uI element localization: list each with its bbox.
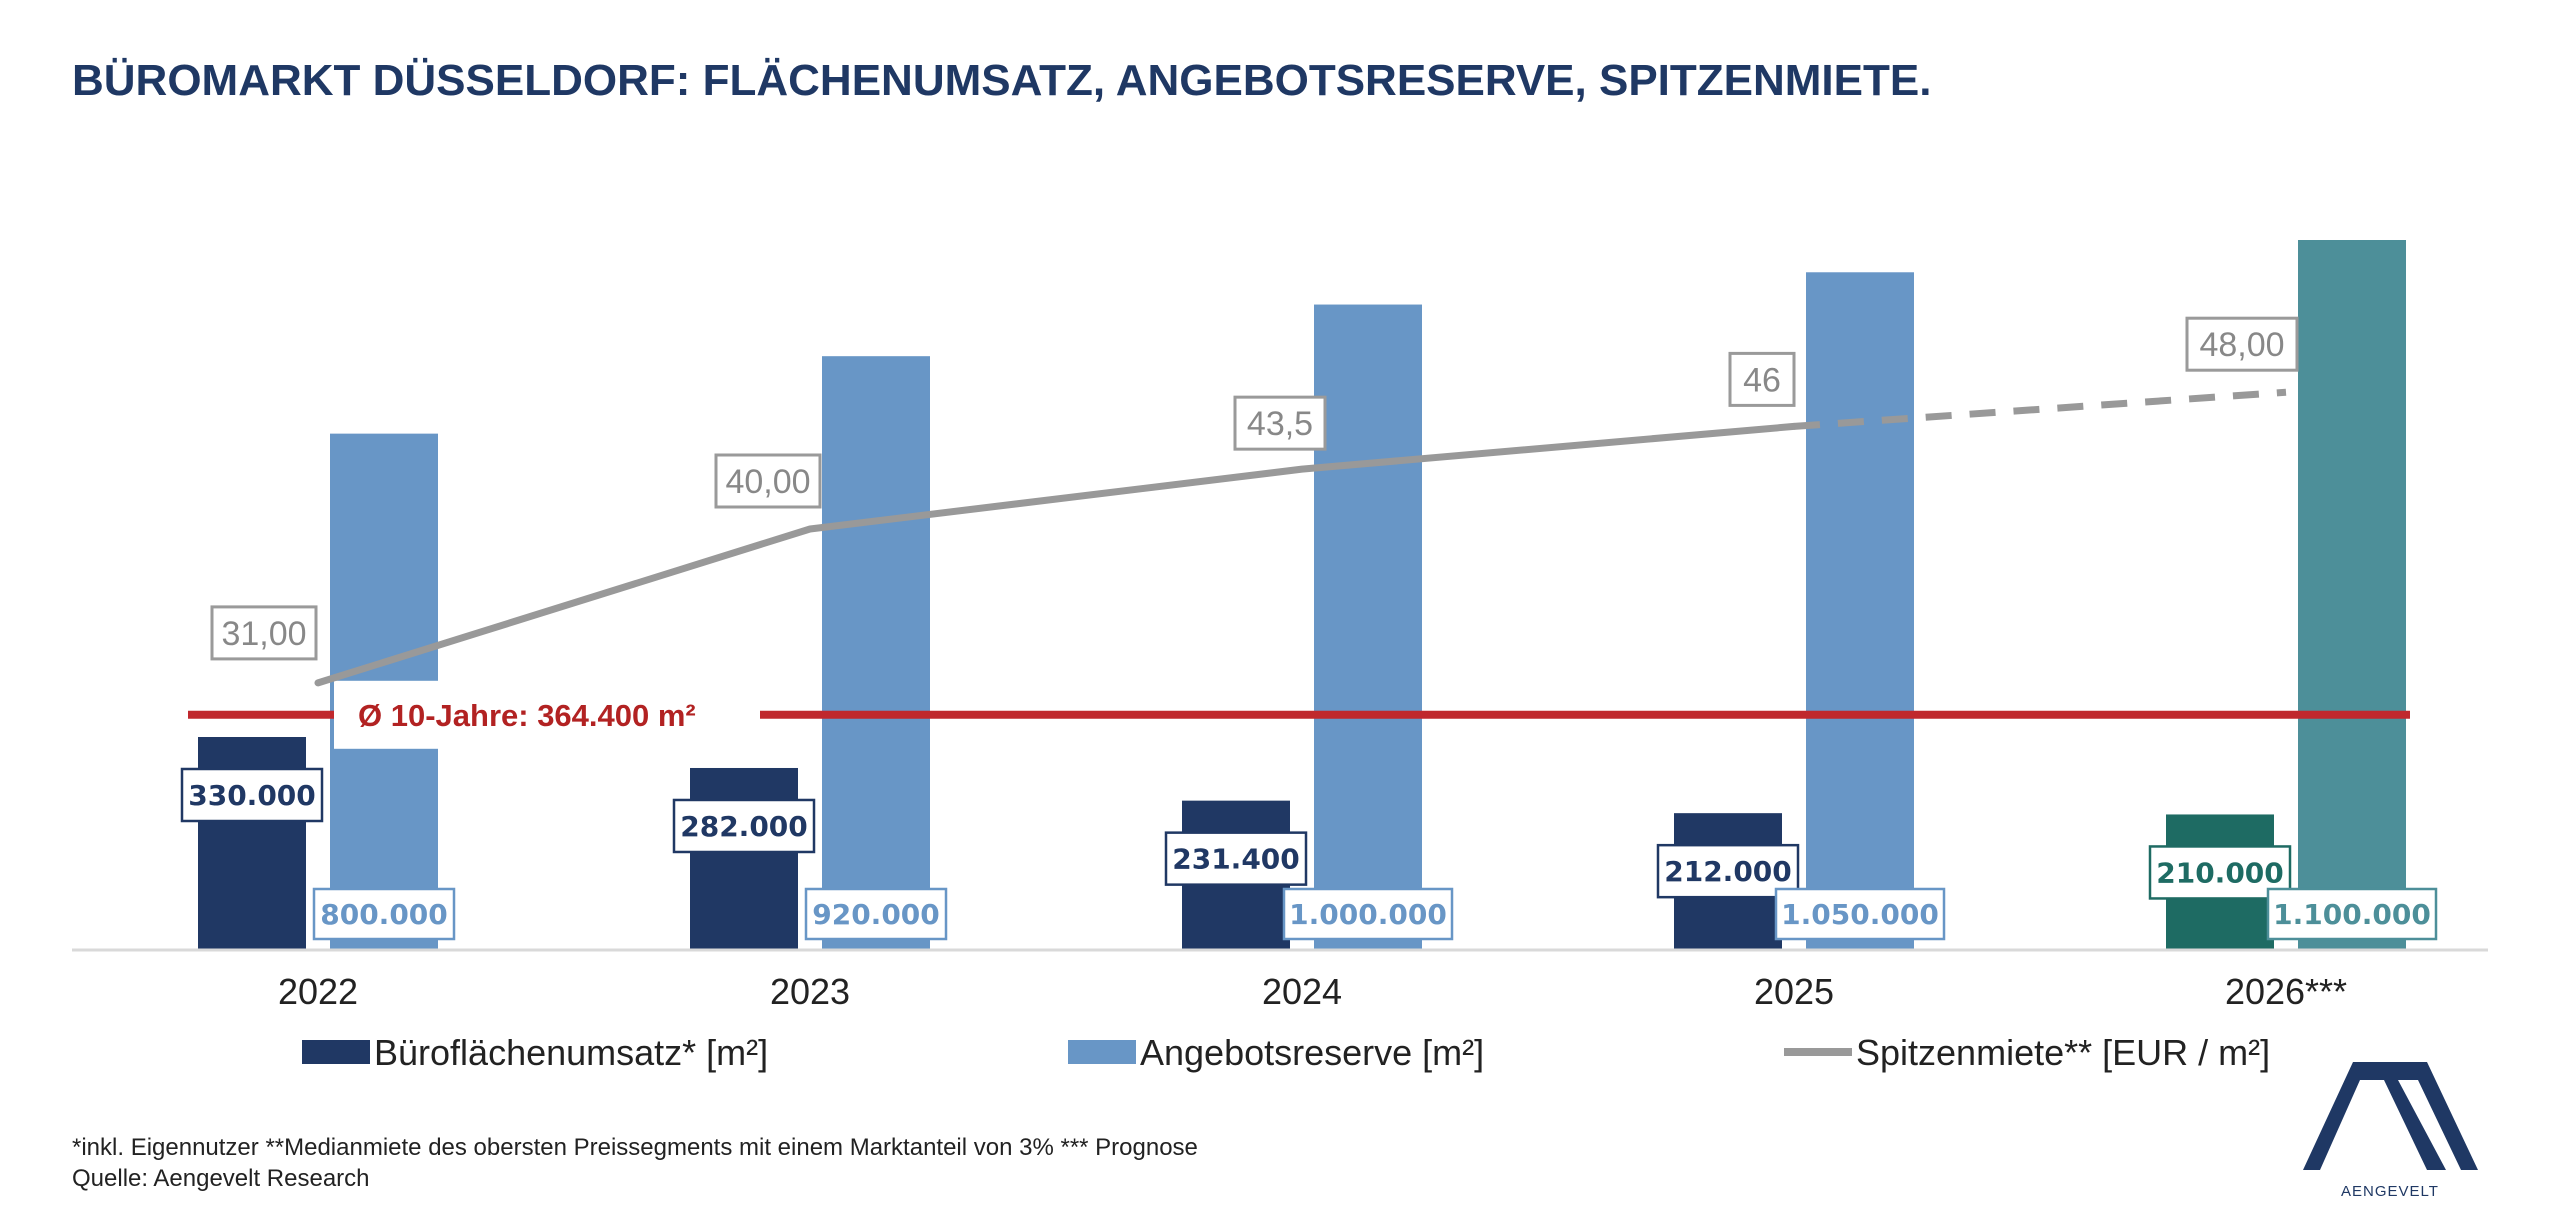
legend-label-rent: Spitzenmiete** [EUR / m²]	[1856, 1032, 2270, 1073]
rent-label-box	[1233, 395, 1327, 451]
umsatz-label-box	[672, 798, 816, 854]
reserve-label-box	[804, 887, 948, 941]
rent-line-group: 31,00 40,00 43,5 46 48,00	[210, 316, 2299, 687]
bar-angebotsreserve	[1806, 272, 1914, 951]
umsatz-value-label: 282.000	[680, 810, 808, 843]
x-tick-label: 2026***	[2225, 971, 2347, 1012]
footnote-line-1: *inkl. Eigennutzer **Medianmiete des obe…	[72, 1134, 1198, 1161]
reserve-label-box	[1774, 887, 1946, 941]
bar-angebotsreserve	[1314, 304, 1422, 951]
value-labels-group: 330.000 800.000 282.000 920.000 231.400 1.000…	[180, 767, 2438, 941]
chart-title: BÜROMARKT DÜSSELDORF: FLÄCHENUMSATZ, ANG…	[72, 56, 1931, 105]
reserve-value-label: 1.050.000	[1781, 898, 1939, 931]
rent-label-box	[210, 605, 318, 661]
umsatz-value-label: 330.000	[188, 779, 316, 812]
reserve-label-box	[2266, 887, 2438, 941]
bar-angebotsreserve	[822, 356, 930, 950]
rent-label-box	[714, 453, 822, 509]
x-tick-label: 2024	[1262, 971, 1342, 1012]
bar-angebotsreserve	[2298, 240, 2406, 950]
x-tick-labels-group: 2022 2023 2024 2025 2026***	[278, 971, 2347, 1012]
average-reference-label: Ø 10-Jahre: 364.400 m²	[358, 698, 696, 733]
umsatz-value-label: 231.400	[1172, 843, 1300, 876]
average-label-box	[334, 680, 760, 749]
logo-mark	[2303, 1062, 2478, 1170]
rent-value-label: 43,5	[1247, 405, 1313, 443]
bar-umsatz	[690, 767, 798, 950]
reference-line-group: Ø 10-Jahre: 364.400 m²	[188, 680, 2410, 749]
rent-line-solid	[314, 422, 1798, 687]
aengevelt-logo: AENGEVELT	[2303, 1062, 2478, 1200]
legend: Büroflächenumsatz* [m²] Angebotsreserve […	[302, 1032, 2270, 1073]
legend-label-reserve: Angebotsreserve [m²]	[1140, 1032, 1484, 1073]
umsatz-label-box	[1656, 843, 1800, 899]
rent-value-label: 40,00	[725, 463, 810, 501]
reserve-value-label: 1.100.000	[2273, 898, 2431, 931]
legend-label-umsatz: Büroflächenumsatz* [m²]	[374, 1032, 768, 1073]
umsatz-label-box	[1164, 831, 1308, 886]
x-tick-label: 2023	[770, 971, 850, 1012]
umsatz-value-label: 210.000	[2156, 856, 2284, 889]
reserve-value-label: 1.000.000	[1289, 898, 1447, 931]
rent-value-label: 46	[1743, 361, 1781, 399]
rent-value-label: 31,00	[221, 615, 306, 653]
legend-swatch-reserve	[1068, 1040, 1136, 1064]
umsatz-label-box	[180, 767, 324, 823]
umsatz-value-label: 212.000	[1664, 855, 1792, 888]
footnote-source: Quelle: Aengevelt Research	[72, 1165, 370, 1192]
reserve-label-box	[312, 887, 456, 941]
rent-label-box	[1728, 351, 1796, 407]
reserve-value-label: 800.000	[320, 898, 448, 931]
umsatz-label-box	[2148, 845, 2292, 900]
reserve-value-label: 920.000	[812, 898, 940, 931]
logo-text: AENGEVELT	[2341, 1183, 2439, 1200]
legend-swatch-umsatz	[302, 1040, 370, 1064]
rent-label-box	[2185, 316, 2299, 372]
x-tick-label: 2022	[278, 971, 358, 1012]
x-tick-label: 2025	[1754, 971, 1834, 1012]
rent-line-forecast-dashed	[1793, 388, 2287, 430]
reserve-label-box	[1282, 887, 1454, 941]
rent-value-label: 48,00	[2199, 326, 2284, 364]
